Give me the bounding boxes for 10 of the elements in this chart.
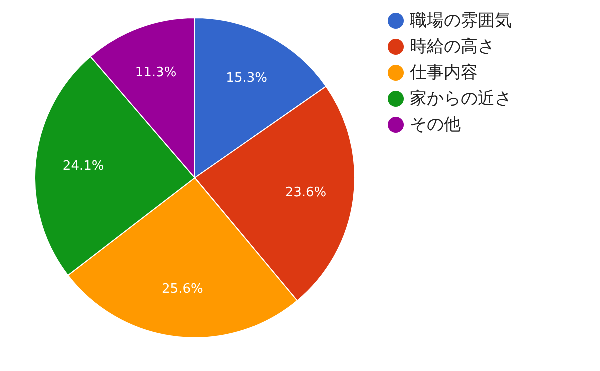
legend-label: 時給の高さ [410,36,495,59]
data-label: 15.3% [226,71,268,86]
legend-label: 職場の雰囲気 [410,10,512,33]
data-label: 25.6% [162,282,204,297]
legend-label: 仕事内容 [410,62,478,85]
legend-label: その他 [410,114,461,137]
data-label: 23.6% [285,185,327,200]
data-label: 24.1% [62,159,104,174]
legend-label: 家からの近さ [410,88,512,111]
data-label: 11.3% [135,65,177,80]
